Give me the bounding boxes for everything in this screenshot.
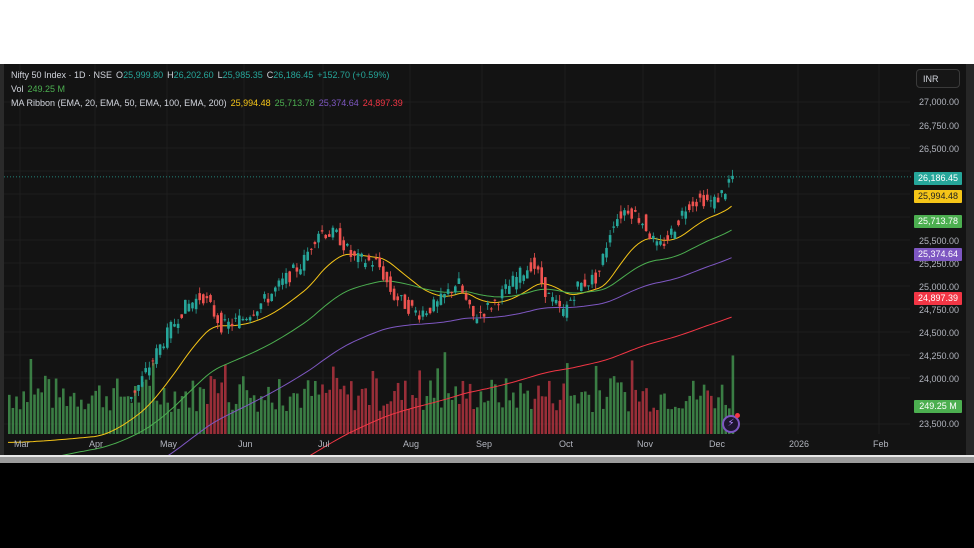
ma-ribbon-label[interactable]: MA Ribbon (EMA, 20, EMA, 50, EMA, 100, E…	[11, 98, 227, 108]
time-axis-label: Aug	[403, 439, 420, 449]
price-axis-label: 27,000.00	[919, 97, 960, 107]
bottom-border-line	[0, 455, 974, 457]
open-label: O	[116, 70, 124, 80]
close-value: 26,186.45	[273, 70, 314, 80]
time-axis-label: Oct	[559, 439, 574, 449]
ema100-price-tag: 25,374.64	[914, 248, 962, 261]
price-axis-label: 24,250.00	[919, 351, 960, 361]
low-value: 25,985.35	[222, 70, 263, 80]
volume-label[interactable]: Vol	[11, 84, 24, 94]
ma-ribbon-row: MA Ribbon (EMA, 20, EMA, 50, EMA, 100, E…	[11, 96, 407, 110]
symbol-title[interactable]: Nifty 50 Index · 1D · NSE	[11, 70, 113, 80]
time-axis-label: Feb	[873, 439, 889, 449]
panel-border-right	[966, 64, 974, 456]
time-axis-label: Sep	[476, 439, 493, 449]
change-value: +152.70 (+0.59%)	[317, 70, 390, 80]
price-axis-label: 26,500.00	[919, 144, 960, 154]
ema20-value: 25,994.48	[230, 98, 271, 108]
event-notification-dot	[735, 413, 740, 418]
price-axis-label: 25,500.00	[919, 236, 960, 246]
symbol-ohlc-row: Nifty 50 Index · 1D · NSE O25,999.80 H26,2…	[11, 68, 407, 82]
ema50-value: 25,713.78	[274, 98, 315, 108]
ema20-price-tag: 25,994.48	[914, 190, 962, 203]
close-label: C	[266, 70, 274, 80]
volume-row: Vol 249.25 M	[11, 82, 407, 96]
panel-border-left	[0, 64, 4, 456]
lightning-event-icon[interactable]: ⚡	[722, 415, 740, 433]
time-axis-label: Nov	[637, 439, 654, 449]
volume-value: 249.25 M	[27, 84, 66, 94]
time-axis-label: 2026	[789, 439, 810, 449]
high-label: H	[167, 70, 174, 80]
price-axis-label: 25,250.00	[919, 259, 960, 269]
ema200-price-tag: 24,897.39	[914, 292, 962, 305]
currency-button[interactable]: INR	[916, 69, 960, 88]
high-value: 26,202.60	[173, 70, 214, 80]
price-axis-label: 24,500.00	[919, 328, 960, 338]
price-axis-label: 26,750.00	[919, 121, 960, 131]
open-value: 25,999.80	[123, 70, 164, 80]
ema200-value: 24,897.39	[362, 98, 403, 108]
chart-legend: Nifty 50 Index · 1D · NSE O25,999.80 H26,2…	[11, 68, 407, 110]
bottom-gray-strip	[0, 457, 974, 463]
time-axis-label: Jul	[318, 439, 330, 449]
price-axis-label: 25,000.00	[919, 282, 960, 292]
price-axis-label: 23,500.00	[919, 419, 960, 429]
time-axis-label: Mar	[14, 439, 30, 449]
time-axis-label: Jun	[238, 439, 253, 449]
price-chart-canvas[interactable]	[0, 64, 912, 456]
price-axis-label: 24,000.00	[919, 374, 960, 384]
low-label: L	[217, 70, 223, 80]
time-axis-label: Dec	[709, 439, 726, 449]
ema50-price-tag: 25,713.78	[914, 215, 962, 228]
chart-panel	[0, 64, 974, 456]
volume-tag: 249.25 M	[914, 400, 962, 413]
top-white-band	[0, 0, 974, 64]
time-axis-label: Apr	[89, 439, 104, 449]
time-axis-label: May	[160, 439, 178, 449]
last-price-tag: 26,186.45	[914, 172, 962, 185]
ema100-value: 25,374.64	[318, 98, 359, 108]
price-axis-label: 24,750.00	[919, 305, 960, 315]
